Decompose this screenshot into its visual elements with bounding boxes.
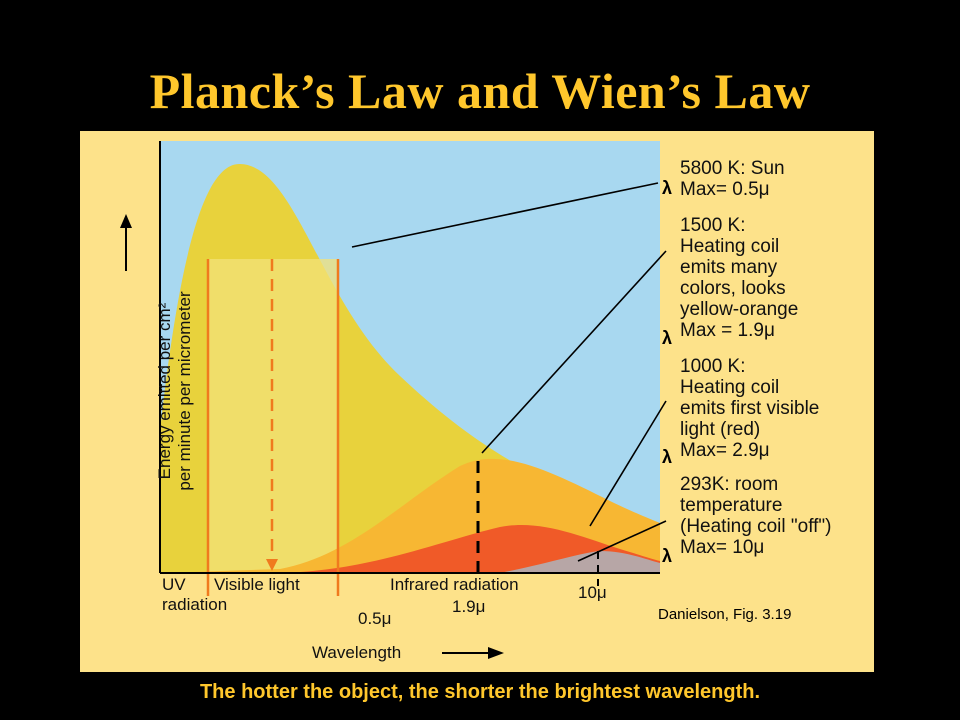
- figure-credit: Danielson, Fig. 3.19: [658, 606, 792, 623]
- y-axis-label-line2: per minute per micrometer: [175, 291, 194, 491]
- leader-1000k: [589, 400, 667, 527]
- annotation-1000k-line4: light (red): [680, 419, 761, 440]
- room-temp-curve: [500, 551, 660, 573]
- slide-caption: The hotter the object, the shorter the b…: [199, 681, 761, 703]
- annotation-293k-line1: 293K: room: [680, 474, 779, 495]
- leader-1500k: [481, 250, 667, 454]
- diagram-graphics: λ λ λ λ: [120, 141, 672, 659]
- annotation-293k-line2: temperature: [680, 495, 783, 516]
- annotation-1000k-line5: Max= 2.9μ: [680, 440, 770, 461]
- uv-label-line1: UV: [162, 575, 186, 594]
- annotation-293k: 293K: room temperature (Heating coil "of…: [680, 474, 831, 558]
- annotation-1500k-line5: yellow-orange: [680, 299, 799, 320]
- y-axis-label-line1: Energy emitted per cm²: [155, 302, 174, 480]
- annotation-1000k-line2: Heating coil: [680, 377, 780, 398]
- lambda-marker-4: λ: [662, 546, 672, 566]
- x-arrow-head: [488, 647, 504, 659]
- slide-title: Planck’s Law and Wien’s Law: [149, 63, 811, 119]
- infrared-label: Infrared radiation: [390, 575, 519, 594]
- annotation-1500k-line6: Max = 1.9μ: [680, 320, 775, 341]
- uv-label: UV radiation: [162, 575, 227, 615]
- visible-light-label: Visible light: [214, 575, 300, 594]
- y-axis-label: Energy emitted per cm² per minute per mi…: [155, 241, 195, 541]
- annotation-5800k-line1: 5800 K: Sun: [680, 158, 785, 179]
- uv-label-line2: radiation: [162, 595, 228, 614]
- leader-room: [577, 520, 667, 562]
- tick-1-9-label: 1.9μ: [452, 597, 486, 616]
- planck-diagram: λ λ λ λ Energy emitted per cm² per minut…: [80, 131, 874, 672]
- annotation-1500k-line1: 1500 K:: [680, 215, 746, 236]
- tick-10-label: 10μ: [578, 583, 607, 602]
- y-arrow-head: [120, 214, 132, 228]
- annotation-1000k-line1: 1000 K:: [680, 356, 746, 377]
- annotation-1500k-line2: Heating coil: [680, 236, 780, 257]
- x-axis-label: Wavelength: [312, 643, 402, 662]
- lambda-marker-1: λ: [662, 178, 672, 198]
- leader-sun: [351, 182, 659, 248]
- annotation-1500k-line4: colors, looks: [680, 278, 786, 299]
- lambda-marker-2: λ: [662, 328, 672, 348]
- annotation-293k-line4: Max= 10μ: [680, 537, 765, 558]
- annotation-5800k: 5800 K: Sun Max= 0.5μ: [680, 158, 785, 200]
- annotation-5800k-line2: Max= 0.5μ: [680, 179, 770, 200]
- annotation-293k-line3: (Heating coil "off"): [680, 516, 832, 537]
- annotation-1500k-line3: emits many: [680, 257, 778, 278]
- lambda-marker-3: λ: [662, 447, 672, 467]
- annotation-1500k: 1500 K: Heating coil emits many colors, …: [680, 215, 798, 341]
- tick-0-5-label: 0.5μ: [358, 609, 392, 628]
- annotation-1000k-line3: emits first visible: [680, 398, 820, 419]
- annotation-1000k: 1000 K: Heating coil emits first visible…: [680, 356, 819, 461]
- sun-max-arrow: [266, 559, 278, 571]
